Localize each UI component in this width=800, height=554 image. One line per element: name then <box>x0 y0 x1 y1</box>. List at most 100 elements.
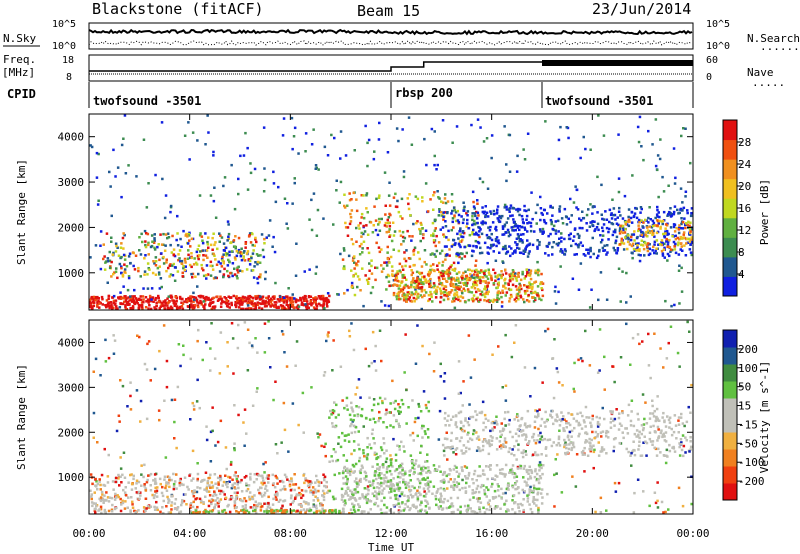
power-cell <box>575 188 579 191</box>
power-cell <box>397 287 401 290</box>
velocity-cell <box>103 508 107 512</box>
power-cell <box>304 303 307 306</box>
velocity-cell <box>452 510 455 514</box>
power-cell <box>249 162 252 165</box>
velocity-cell <box>245 483 248 487</box>
power-cell <box>464 300 467 304</box>
power-cell <box>674 251 678 255</box>
velocity-cell <box>214 444 217 447</box>
velocity-cell <box>232 372 235 375</box>
power-cell <box>415 297 418 301</box>
power-cell <box>518 208 522 211</box>
power-cell <box>447 297 450 301</box>
power-cell <box>473 219 476 223</box>
power-cell <box>500 270 503 273</box>
power-cell <box>97 297 100 300</box>
velocity-cell <box>355 477 358 480</box>
power-cell <box>162 232 165 236</box>
power-cell <box>252 304 255 307</box>
power-cell <box>146 287 150 290</box>
velocity-cell <box>519 464 523 468</box>
velocity-cell <box>399 509 402 513</box>
velocity-cell <box>357 503 360 506</box>
velocity-cell <box>538 475 542 478</box>
power-cell <box>402 299 406 302</box>
power-cell <box>378 229 382 232</box>
velocity-cell <box>486 477 489 481</box>
velocity-cell <box>168 476 171 479</box>
velocity-cell <box>465 481 468 485</box>
power-cell <box>391 284 395 287</box>
velocity-cell <box>425 500 429 503</box>
power-ylabel: Slant Range [km] <box>15 159 28 265</box>
power-cell <box>196 139 199 142</box>
velocity-cell <box>131 506 135 509</box>
velocity-cell <box>205 487 208 490</box>
velocity-cell <box>167 511 171 514</box>
velocity-cell <box>180 483 183 486</box>
power-cell <box>504 272 508 275</box>
velocity-cell <box>299 493 303 496</box>
velocity-cell <box>499 507 502 510</box>
power-cell <box>385 264 389 267</box>
power-cell <box>384 204 387 207</box>
power-cell <box>472 228 475 232</box>
velocity-cell <box>372 398 376 401</box>
power-cell <box>443 290 446 294</box>
velocity-cell <box>162 499 165 503</box>
velocity-cell <box>344 502 347 505</box>
power-cell <box>353 261 356 264</box>
velocity-cell <box>153 367 157 371</box>
power-cell <box>212 150 215 154</box>
power-cell <box>470 254 474 258</box>
power-cell <box>319 296 322 299</box>
velocity-cell <box>154 480 157 483</box>
power-cell <box>316 208 320 212</box>
power-cell <box>489 274 493 278</box>
power-cell <box>365 278 369 282</box>
power-cell <box>519 296 523 299</box>
velocity-cell <box>178 479 182 482</box>
power-cell <box>175 238 178 242</box>
power-cell <box>588 225 592 228</box>
velocity-cell <box>349 508 353 511</box>
velocity-cell <box>402 473 405 477</box>
power-cell <box>315 234 319 237</box>
velocity-cell <box>513 445 516 448</box>
power-cell <box>481 222 484 226</box>
power-cell <box>263 178 267 182</box>
velocity-cell <box>422 390 426 393</box>
power-cell <box>651 143 654 146</box>
power-cell <box>135 175 138 178</box>
power-cell <box>205 277 208 280</box>
power-cell <box>659 225 662 229</box>
velocity-cell <box>234 498 238 501</box>
power-cell <box>375 197 378 201</box>
power-cell <box>528 250 531 253</box>
power-cell <box>384 221 388 225</box>
power-cell <box>423 249 427 252</box>
power-cell <box>622 242 626 245</box>
power-cell <box>655 231 659 235</box>
power-cell <box>589 221 592 224</box>
velocity-cell <box>525 468 528 472</box>
velocity-cell <box>168 499 171 502</box>
velocity-cell <box>380 511 383 515</box>
power-cell <box>227 232 231 236</box>
velocity-cell <box>533 420 537 423</box>
velocity-cell <box>411 431 415 435</box>
power-cell <box>286 227 290 230</box>
power-cell <box>353 149 356 152</box>
power-cell <box>677 226 681 230</box>
power-cell <box>413 246 417 249</box>
power-cell <box>557 241 561 245</box>
velocity-cell <box>378 486 381 490</box>
power-cell <box>291 301 295 304</box>
power-cell <box>537 295 541 298</box>
power-cell <box>444 225 448 228</box>
power-cell <box>395 283 398 287</box>
power-cell <box>398 269 402 272</box>
power-cell <box>242 255 245 258</box>
power-cell <box>202 296 205 300</box>
velocity-cell <box>632 511 636 514</box>
